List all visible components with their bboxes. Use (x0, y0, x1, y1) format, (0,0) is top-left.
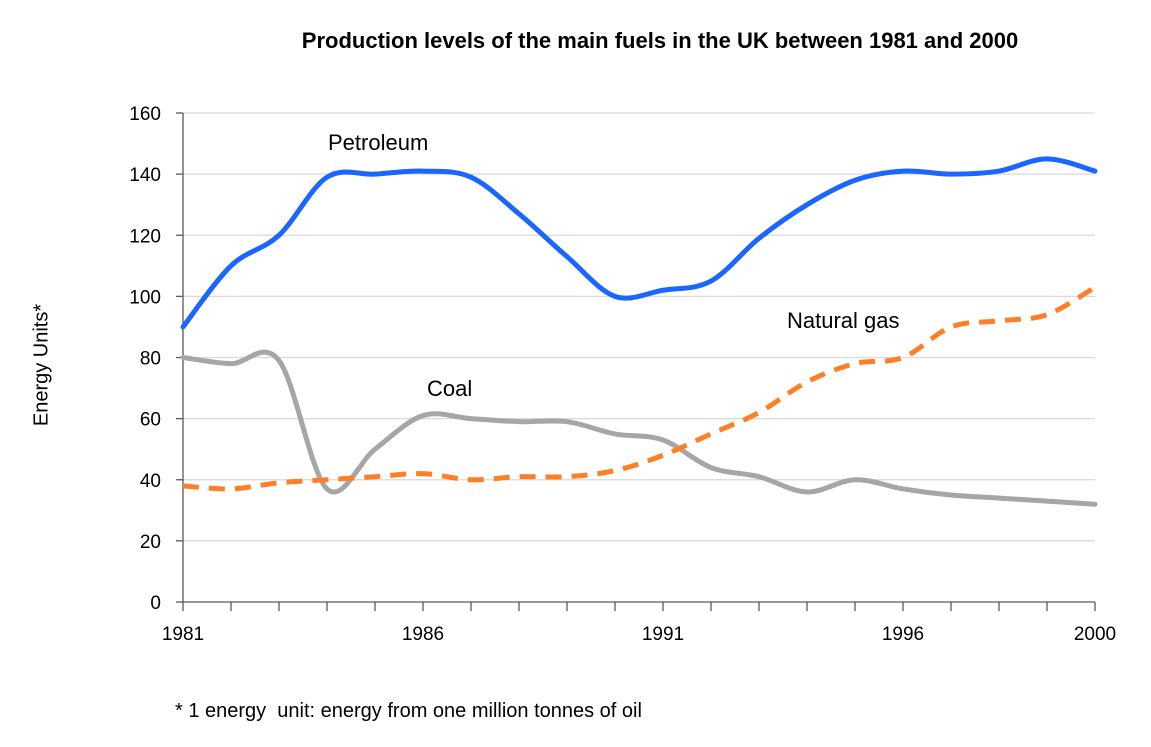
y-tick-label: 160 (129, 104, 161, 125)
y-tick-label: 140 (129, 165, 161, 186)
x-tick-label: 1986 (402, 624, 444, 645)
series-label-petroleum: Petroleum (328, 130, 429, 155)
y-tick-label: 80 (140, 349, 161, 370)
x-tick-label: 2000 (1074, 624, 1116, 645)
series-line-petroleum (180, 156, 1098, 330)
chart-title: Production levels of the main fuels in t… (301, 28, 1019, 53)
y-tick-label: 100 (129, 287, 161, 308)
series-line-natural-gas (182, 285, 1097, 492)
series-label-coal: Coal (427, 376, 473, 401)
y-tick-label: 0 (150, 593, 161, 614)
series-label-natural-gas: Natural gas (787, 308, 900, 333)
y-tick-label: 120 (129, 226, 161, 247)
x-tick-label: 1991 (642, 624, 684, 645)
footnote: * 1 energy unit: energy from one million… (175, 700, 642, 722)
x-tick-label: 1981 (162, 624, 204, 645)
x-tick-label: 1996 (882, 624, 924, 645)
y-tick-label: 20 (140, 532, 161, 553)
y-tick-label: 60 (140, 410, 161, 431)
y-tick-label: 40 (140, 471, 161, 492)
